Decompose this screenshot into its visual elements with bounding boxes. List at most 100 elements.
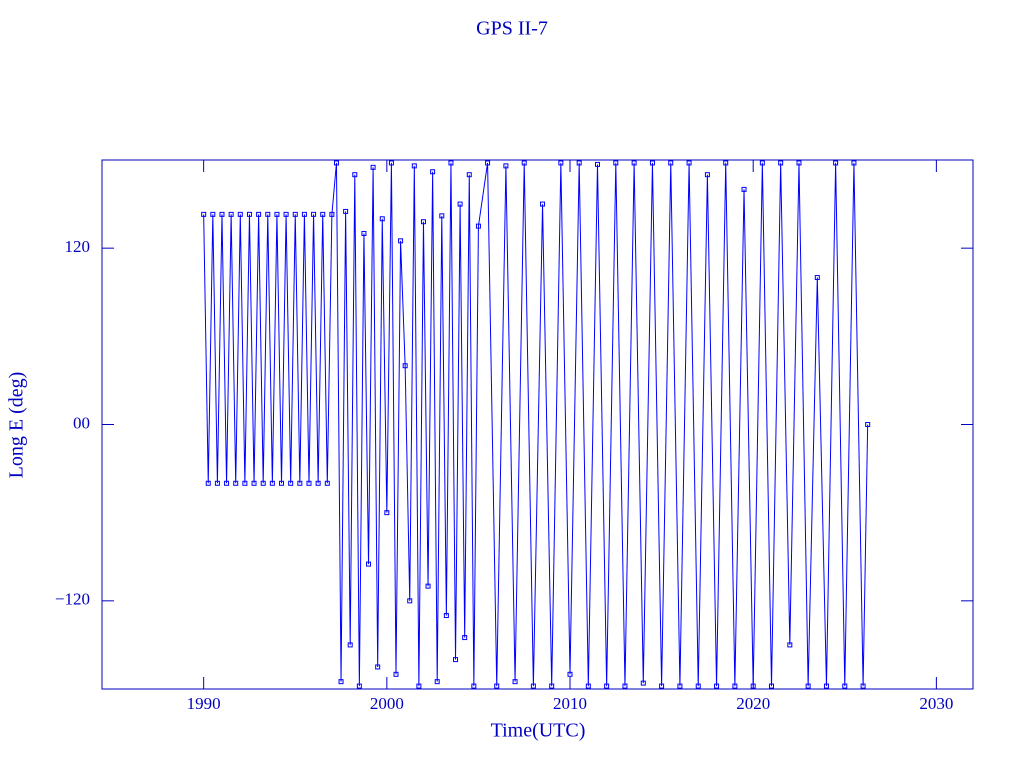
data-point [379,216,385,222]
data-point [576,160,582,166]
x-tick-label: 1990 [187,694,221,713]
data-point [604,683,610,689]
data-point [292,211,298,217]
data-point [224,480,230,486]
data-point [778,160,784,166]
data-point [631,160,637,166]
data-point [246,211,252,217]
data-point [274,211,280,217]
data-point [279,480,285,486]
data-point [640,680,646,686]
data-point [759,160,765,166]
data-point [398,238,404,244]
data-point [750,683,756,689]
data-point [457,201,463,207]
data-point [201,211,207,217]
data-point [205,480,211,486]
data-point [315,480,321,486]
data-point [430,169,436,175]
data-point [814,275,820,281]
data-point [823,683,829,689]
data-point [375,664,381,670]
data-point [366,561,372,567]
x-tick-label: 2030 [919,694,953,713]
data-point [796,160,802,166]
data-point [448,160,454,166]
data-point [842,683,848,689]
data-point [668,160,674,166]
data-point [324,480,330,486]
data-point [210,211,216,217]
data-point [265,211,271,217]
data-point [242,480,248,486]
data-point [503,163,509,169]
data-point [251,480,257,486]
data-point [732,683,738,689]
data-point [402,363,408,369]
data-point [338,679,344,685]
data-point [704,172,710,178]
x-axis-label: Time(UTC) [491,720,586,742]
data-point [311,211,317,217]
data-point [714,683,720,689]
data-point [320,211,326,217]
data-point [723,160,729,166]
data-point [613,160,619,166]
data-point [462,635,468,641]
data-point [741,186,747,192]
data-point [407,598,413,604]
data-point [288,480,294,486]
data-point [228,211,234,217]
data-point [352,172,358,178]
data-point [411,163,417,169]
data-point [567,671,573,677]
data-point [549,683,555,689]
data-point [260,480,266,486]
data-point [416,683,422,689]
y-tick-label: −120 [55,590,90,609]
data-point [347,642,353,648]
data-point [475,223,481,229]
y-tick-label: 00 [73,413,90,432]
data-point [865,422,871,427]
data-point [485,160,491,166]
data-point [594,161,600,167]
data-point [521,160,527,166]
data-point [425,583,431,589]
y-axis-label: Long E (deg) [6,372,28,479]
data-point [453,657,459,663]
data-point [214,480,220,486]
x-tick-label: 2020 [736,694,770,713]
data-point [306,480,312,486]
data-point [269,480,275,486]
data-point [343,208,349,214]
plot-area [201,160,871,689]
data-point [695,683,701,689]
data-point [219,211,225,217]
data-point [439,213,445,219]
data-point [333,160,339,166]
data-point [769,683,775,689]
data-point [388,160,394,166]
data-point [512,679,518,685]
data-point [805,683,811,689]
data-point [649,160,655,166]
data-point [860,683,866,689]
data-point [356,683,362,689]
data-point [361,230,367,236]
data-point [329,211,335,217]
data-point [833,160,839,166]
data-point [297,480,303,486]
data-point [494,683,500,689]
data-point [301,211,307,217]
data-point [256,211,262,217]
data-point [686,160,692,166]
data-point [466,172,472,178]
data-point [471,683,477,689]
data-point [434,679,440,685]
data-point [237,211,243,217]
data-point [677,683,683,689]
x-tick-label: 2000 [370,694,404,713]
data-point [393,671,399,677]
